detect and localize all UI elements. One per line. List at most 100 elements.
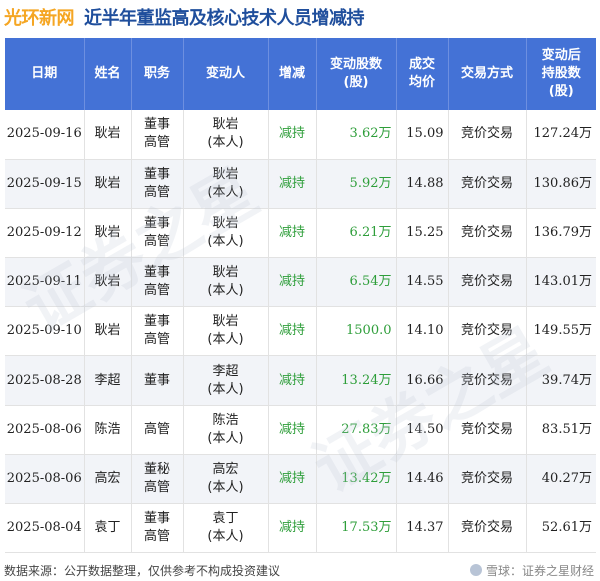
holdings-after-cell: 83.51万 <box>526 405 596 455</box>
role-cell-text: 董事 <box>143 166 170 182</box>
holdings-after-cell-text: 130.86万 <box>533 175 593 191</box>
method-cell: 竞价交易 <box>448 355 527 406</box>
table-row: 2025-09-12 耿岩 董事 高管 耿岩 (本人) 减持 6.21万 15.25 竞价交易 13… <box>5 208 596 259</box>
holdings-after-cell-text: 83.51万 <box>541 421 592 437</box>
role-cell: 董事 高管 <box>131 208 184 259</box>
actor-cell: 耿岩 (本人) <box>183 110 269 160</box>
name-cell-text: 李超 <box>94 372 121 388</box>
holdings-after-cell: 136.79万 <box>526 208 596 259</box>
method-cell: 竞价交易 <box>448 257 527 308</box>
column-header-text: 交易方式 <box>460 66 513 81</box>
price-cell: 14.37 <box>396 503 449 554</box>
holdings-after-cell: 143.01万 <box>526 257 596 308</box>
method-cell-text: 竞价交易 <box>460 274 513 290</box>
actor-cell: 袁丁 (本人) <box>183 503 269 554</box>
name-cell-text: 耿岩 <box>94 224 121 240</box>
actor-cell: 耿岩 (本人) <box>183 257 269 308</box>
method-cell: 竞价交易 <box>448 208 527 259</box>
role-cell-text: 高管 <box>143 184 170 200</box>
holdings-after-cell-text: 52.61万 <box>541 520 592 536</box>
column-header-text: 变动人 <box>205 66 245 81</box>
insider-trading-table: 日期 姓名 职务 变动人 增减 变动股数 (股) 成交 均价 交易方式 变动后 持股数 (股) 2025… <box>5 38 596 554</box>
role-cell: 董事 高管 <box>131 306 184 357</box>
role-cell-text: 董事 <box>143 265 170 281</box>
price-cell-text: 16.66 <box>406 372 444 388</box>
date-cell: 2025-08-04 <box>5 503 85 554</box>
table-header-row: 日期 姓名 职务 变动人 增减 变动股数 (股) 成交 均价 交易方式 变动后 持股数 (股) <box>5 38 596 110</box>
date-cell: 2025-08-06 <box>5 454 85 505</box>
role-cell-text: 高管 <box>143 283 170 299</box>
actor-cell-text: (本人) <box>207 332 244 348</box>
actor-cell-text: (本人) <box>207 479 244 495</box>
column-header-text: 持股数 <box>541 66 581 81</box>
shares-cell: 13.42万 <box>316 454 397 505</box>
price-cell-text: 14.37 <box>406 520 444 536</box>
price-cell-text: 15.09 <box>406 126 444 142</box>
column-header-text: 日期 <box>31 66 58 81</box>
price-cell: 14.55 <box>396 257 449 308</box>
role-cell-text: 董事 <box>143 215 170 231</box>
price-cell-text: 14.50 <box>406 421 444 437</box>
table-row: 2025-09-16 耿岩 董事 高管 耿岩 (本人) 减持 3.62万 15.09 竞价交易 12… <box>5 110 596 160</box>
shares-cell-text: 6.54万 <box>349 274 392 290</box>
shares-cell: 27.83万 <box>316 405 397 455</box>
actor-cell: 高宏 (本人) <box>183 454 269 505</box>
role-cell-text: 高管 <box>143 529 170 545</box>
shares-cell-text: 13.24万 <box>341 372 392 388</box>
actor-cell-text: 陈浩 <box>212 412 239 428</box>
column-header-text: (股) <box>343 75 369 90</box>
holdings-after-cell-text: 136.79万 <box>533 224 593 240</box>
shares-cell: 6.54万 <box>316 257 397 308</box>
action-cell: 减持 <box>268 405 317 455</box>
column-header-text: 成交 <box>408 57 435 72</box>
data-source-note: 数据来源：公开数据整理，仅供参考不构成投资建议 <box>4 563 281 578</box>
holdings-after-cell-text: 143.01万 <box>533 274 593 290</box>
shares-cell: 17.53万 <box>316 503 397 554</box>
brand-name: 光环新网 <box>4 7 75 29</box>
column-header: 变动股数 (股) <box>316 38 397 110</box>
actor-cell-text: 耿岩 <box>212 215 239 231</box>
date-cell: 2025-09-12 <box>5 208 85 259</box>
role-cell-text: 董事 <box>143 372 170 388</box>
name-cell-text: 耿岩 <box>94 274 121 290</box>
price-cell-text: 15.25 <box>406 224 444 240</box>
date-cell: 2025-09-10 <box>5 306 85 357</box>
name-cell-text: 袁丁 <box>94 520 121 536</box>
date-cell: 2025-08-06 <box>5 405 85 455</box>
method-cell: 竞价交易 <box>448 159 527 209</box>
action-cell-text: 减持 <box>278 126 305 142</box>
name-cell: 陈浩 <box>84 405 132 455</box>
price-cell: 16.66 <box>396 355 449 406</box>
role-cell: 董事 <box>131 355 184 406</box>
date-cell: 2025-09-16 <box>5 110 85 160</box>
date-cell-text: 2025-09-11 <box>6 274 82 290</box>
holdings-after-cell-text: 127.24万 <box>533 126 593 142</box>
role-cell-text: 高管 <box>143 479 170 495</box>
holdings-after-cell-text: 40.27万 <box>541 470 592 486</box>
name-cell: 耿岩 <box>84 306 132 357</box>
action-cell-text: 减持 <box>278 274 305 290</box>
holdings-after-cell-text: 149.55万 <box>533 323 593 339</box>
action-cell: 减持 <box>268 208 317 259</box>
role-cell: 高管 <box>131 405 184 455</box>
role-cell: 董事 高管 <box>131 257 184 308</box>
date-cell-text: 2025-09-15 <box>6 175 82 191</box>
action-cell-text: 减持 <box>278 224 305 240</box>
shares-cell: 5.92万 <box>316 159 397 209</box>
action-cell: 减持 <box>268 355 317 406</box>
name-cell-text: 陈浩 <box>94 421 121 437</box>
price-cell: 14.46 <box>396 454 449 505</box>
action-cell: 减持 <box>268 110 317 160</box>
action-cell-text: 减持 <box>278 470 305 486</box>
name-cell: 耿岩 <box>84 159 132 209</box>
table-row: 2025-08-06 陈浩 高管 陈浩 (本人) 减持 27.83万 14.50 竞价交易 83.… <box>5 405 596 455</box>
name-cell-text: 耿岩 <box>94 126 121 142</box>
date-cell-text: 2025-09-12 <box>6 224 82 240</box>
holdings-after-cell: 130.86万 <box>526 159 596 209</box>
method-cell-text: 竞价交易 <box>460 470 513 486</box>
column-header: 交易方式 <box>448 38 527 110</box>
actor-cell: 耿岩 (本人) <box>183 208 269 259</box>
actor-cell-text: (本人) <box>207 430 244 446</box>
role-cell-text: 董事 <box>143 117 170 133</box>
role-cell-text: 董秘 <box>143 461 170 477</box>
